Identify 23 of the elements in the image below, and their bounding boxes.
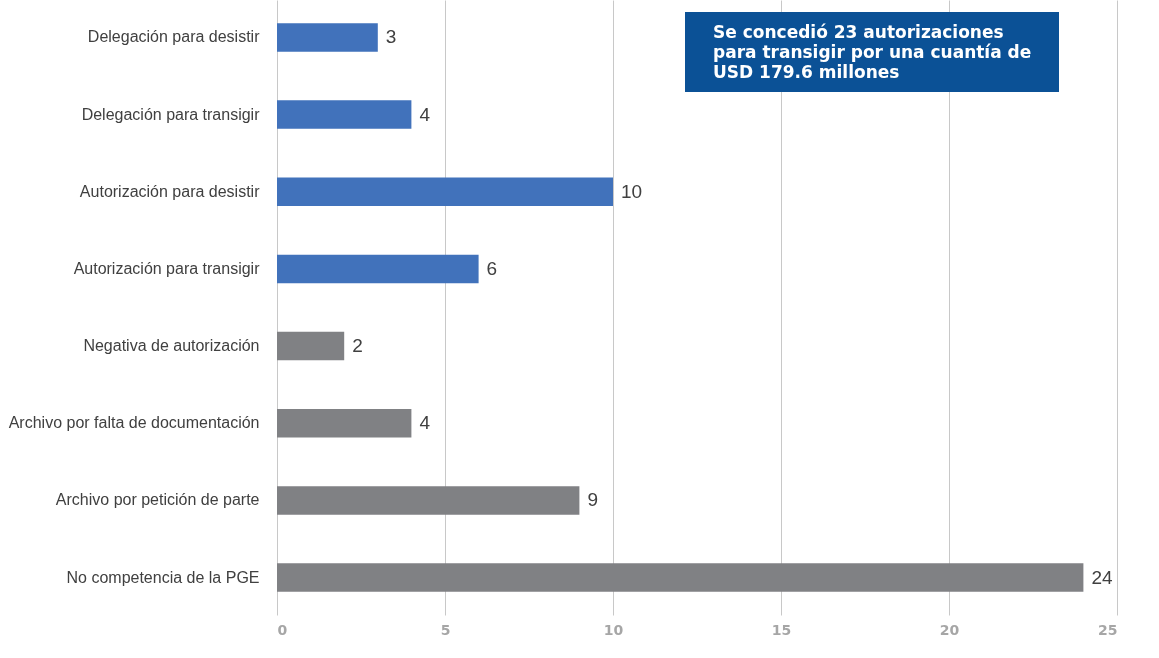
data-label: 2 bbox=[352, 335, 363, 357]
x-tick-label: 20 bbox=[939, 621, 960, 638]
callout-box: Se concedió 23 autorizaciones para transigir por una cuantía de USD 179.6 millones bbox=[685, 12, 1059, 92]
x-tick-label: 15 bbox=[771, 621, 792, 638]
data-label: 4 bbox=[419, 412, 431, 434]
data-label: 6 bbox=[486, 257, 498, 279]
y-tick-label: Autorización para transigir bbox=[73, 259, 261, 277]
y-tick-label: Autorización para desistir bbox=[79, 182, 261, 200]
y-tick-label: Delegación para transigir bbox=[81, 105, 261, 123]
x-tick-label: 0 bbox=[277, 621, 288, 638]
y-tick-label: No competencia de la PGE bbox=[66, 568, 260, 586]
data-label: 4 bbox=[419, 103, 431, 125]
x-tick-label: 5 bbox=[440, 621, 451, 638]
data-label: 10 bbox=[621, 180, 643, 202]
data-label: 3 bbox=[385, 26, 397, 48]
y-tick-label: Archivo por petición de parte bbox=[55, 491, 260, 509]
data-label: 24 bbox=[1091, 566, 1113, 588]
x-tick-label: 25 bbox=[1098, 621, 1118, 638]
x-tick-label: 10 bbox=[603, 621, 624, 638]
data-label: 9 bbox=[587, 489, 598, 511]
y-tick-label: Archivo por falta de documentación bbox=[8, 414, 260, 432]
y-tick-label: Negativa de autorización bbox=[83, 337, 260, 355]
y-tick-label: Delegación para desistir bbox=[87, 28, 261, 46]
